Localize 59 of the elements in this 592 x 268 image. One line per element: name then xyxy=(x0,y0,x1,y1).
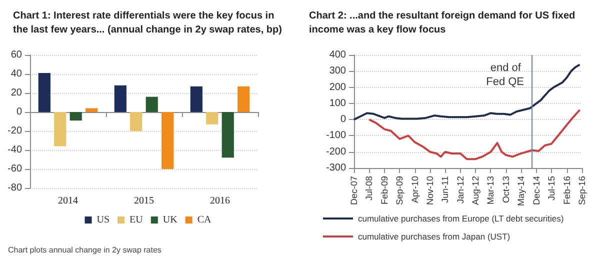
y-tick-label: -80 xyxy=(8,182,22,194)
y-tick-label: 40 xyxy=(10,68,22,80)
y-tick-label: -40 xyxy=(8,144,22,156)
y-tick-label: -20 xyxy=(8,126,22,136)
y-tick-label: 0 xyxy=(16,106,22,118)
x-tick-label: Feb-16 xyxy=(562,176,572,205)
y-tick-label: -60 xyxy=(8,164,22,174)
bar xyxy=(86,108,98,112)
bar xyxy=(206,112,218,124)
y-tick-label: 100 xyxy=(329,98,346,109)
legend-label: UK xyxy=(162,214,178,226)
legend-label: CA xyxy=(197,214,212,226)
bar xyxy=(190,86,202,112)
x-tick-label: 2014 xyxy=(58,196,78,206)
x-tick-label: Aug-12 xyxy=(470,176,481,206)
bar xyxy=(222,112,234,158)
y-tick-label: -200 xyxy=(326,146,346,158)
x-tick-label: May-14 xyxy=(516,176,526,206)
bar xyxy=(114,85,126,112)
x-tick-label: Oct-13 xyxy=(500,176,511,204)
text: Chart plots annual change in 2y swap rates xyxy=(8,246,162,254)
x-tick-label: Mar-13 xyxy=(486,176,496,205)
bar xyxy=(130,112,142,131)
x-tick-label: Apr-10 xyxy=(410,176,420,204)
x-tick-label: Jun-11 xyxy=(440,176,450,203)
bar xyxy=(162,112,174,169)
bar xyxy=(146,96,158,112)
x-tick-label: Jul-15 xyxy=(546,176,556,201)
bar xyxy=(54,112,66,146)
bar xyxy=(70,112,82,121)
legend-label: EU xyxy=(130,214,144,226)
x-tick-label: Nov-10 xyxy=(425,176,436,206)
chart-title: Chart 2: ...and the resultant foreign demand for US fixed income was a key flow focus xyxy=(309,10,578,36)
x-tick-label: Jan-12 xyxy=(455,176,466,204)
bar xyxy=(238,86,250,112)
y-tick-label: -300 xyxy=(326,162,346,174)
line-series xyxy=(353,64,581,121)
y-tick-label: 200 xyxy=(329,82,346,93)
x-tick-label: Sep-16 xyxy=(577,176,587,206)
y-tick-label: 20 xyxy=(10,88,22,98)
x-tick-label: Jul-08 xyxy=(364,176,374,201)
legend-label: cumulative purchases from Japan (UST) xyxy=(358,232,510,242)
x-tick-label: Dec-07 xyxy=(349,176,359,206)
x-tick-label: 2016 xyxy=(210,196,230,206)
y-tick-label: -100 xyxy=(326,130,346,142)
y-tick-label: 400 xyxy=(329,50,346,60)
legend-label: cumulative purchases from Europe (LT debt securities) xyxy=(358,214,564,224)
y-tick-label: 60 xyxy=(10,50,22,60)
ref-line-label: end of Fed QE xyxy=(486,62,524,88)
line-series xyxy=(368,108,581,160)
x-tick-label: Feb-09 xyxy=(380,176,390,205)
bar xyxy=(38,73,50,112)
legend-label: US xyxy=(96,214,110,226)
y-tick-label: 0 xyxy=(340,114,346,126)
x-tick-label: Sep-09 xyxy=(394,176,405,206)
x-tick-label: Dec-14 xyxy=(531,176,542,206)
x-tick-label: 2015 xyxy=(134,196,154,206)
chart-title: Chart 1: Interest rate differentials were the key focus in the last few years... (annual change in 2y swap rates, bp) xyxy=(13,10,282,36)
y-tick-label: 300 xyxy=(329,66,346,77)
